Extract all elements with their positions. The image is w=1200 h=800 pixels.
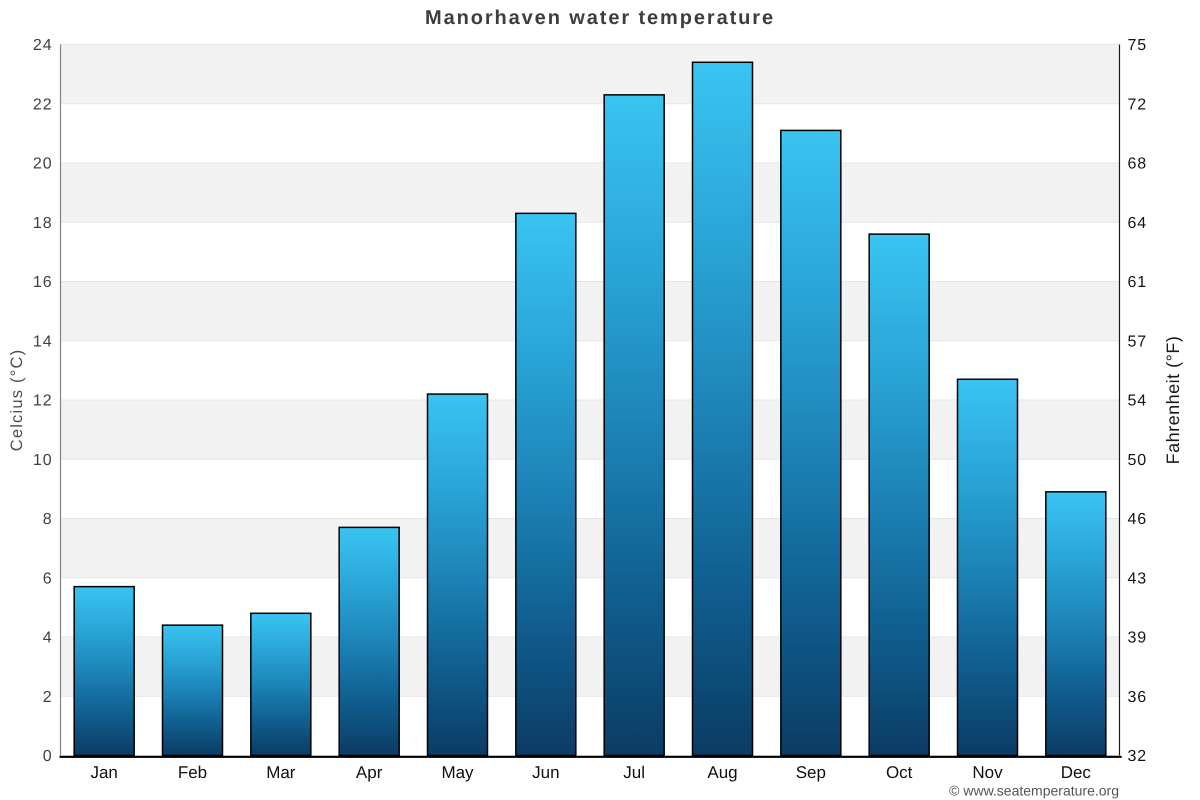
svg-text:Apr: Apr <box>356 763 383 782</box>
svg-text:Celcius (°C): Celcius (°C) <box>8 349 26 452</box>
svg-text:Jun: Jun <box>532 763 559 782</box>
svg-text:© www.seatemperature.org: © www.seatemperature.org <box>949 783 1119 799</box>
svg-text:64: 64 <box>1128 215 1148 232</box>
svg-text:2: 2 <box>43 689 53 706</box>
svg-text:24: 24 <box>33 37 53 54</box>
svg-text:57: 57 <box>1128 333 1148 350</box>
svg-text:0: 0 <box>43 748 53 765</box>
svg-text:Sep: Sep <box>796 763 826 782</box>
svg-text:14: 14 <box>33 333 53 350</box>
svg-text:72: 72 <box>1128 96 1148 113</box>
svg-text:32: 32 <box>1128 748 1148 765</box>
svg-text:43: 43 <box>1128 570 1148 587</box>
svg-text:Feb: Feb <box>178 763 207 782</box>
svg-text:6: 6 <box>43 570 53 587</box>
svg-text:12: 12 <box>33 393 53 410</box>
svg-text:Oct: Oct <box>886 763 913 782</box>
svg-text:61: 61 <box>1128 274 1148 291</box>
svg-text:May: May <box>441 763 474 782</box>
svg-text:10: 10 <box>33 452 53 469</box>
svg-text:Nov: Nov <box>972 763 1003 782</box>
svg-text:8: 8 <box>43 511 53 528</box>
svg-text:Manorhaven water temperature: Manorhaven water temperature <box>425 7 775 29</box>
svg-text:16: 16 <box>33 274 53 291</box>
svg-text:54: 54 <box>1128 393 1148 410</box>
svg-text:Aug: Aug <box>707 763 737 782</box>
svg-text:4: 4 <box>43 630 53 647</box>
svg-text:Mar: Mar <box>266 763 296 782</box>
svg-text:22: 22 <box>33 96 53 113</box>
svg-text:Jul: Jul <box>623 763 645 782</box>
svg-text:75: 75 <box>1128 37 1148 54</box>
svg-text:18: 18 <box>33 215 53 232</box>
svg-text:Dec: Dec <box>1061 763 1092 782</box>
svg-text:36: 36 <box>1128 689 1148 706</box>
svg-text:Fahrenheit (°F): Fahrenheit (°F) <box>1163 336 1183 465</box>
svg-text:50: 50 <box>1128 452 1148 469</box>
svg-text:46: 46 <box>1128 511 1148 528</box>
svg-text:Jan: Jan <box>90 763 117 782</box>
svg-text:68: 68 <box>1128 156 1148 173</box>
svg-text:39: 39 <box>1128 630 1148 647</box>
svg-text:20: 20 <box>33 156 53 173</box>
